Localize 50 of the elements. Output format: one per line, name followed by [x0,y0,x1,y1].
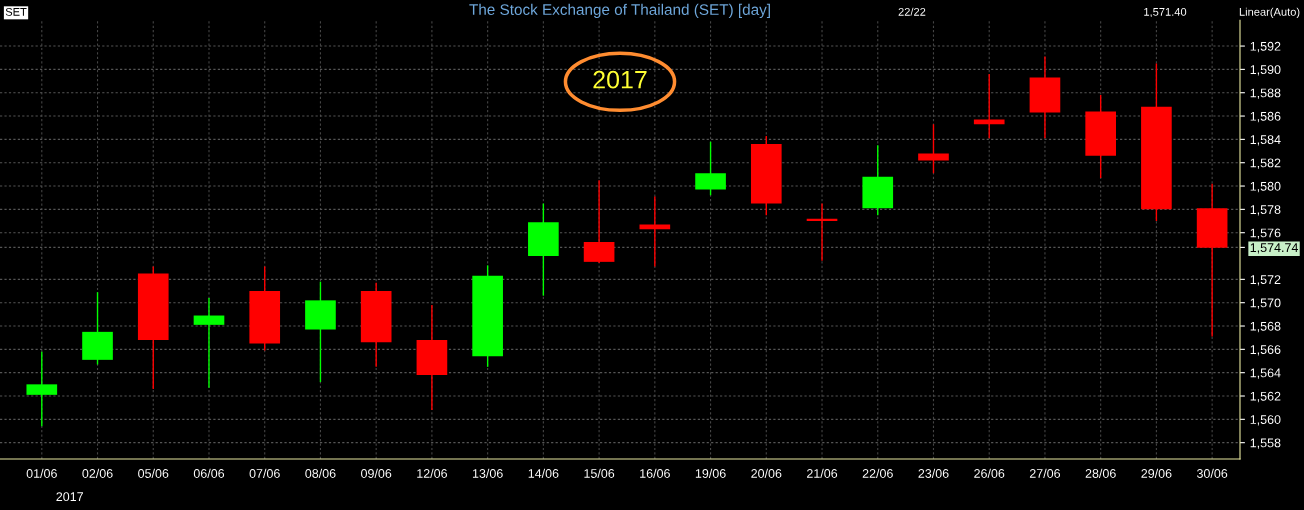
y-tick-label: 1,582 [1250,158,1281,169]
y-tick-label: 1,590 [1250,65,1281,76]
y-tick-label: 1,584 [1250,135,1281,146]
y-tick-label: 1,576 [1250,228,1281,239]
y-tick-label: 1,564 [1250,368,1281,379]
y-tick-label: 1,588 [1250,88,1281,99]
x-tick-label: 23/06 [918,468,949,478]
x-tick-label: 13/06 [472,468,503,478]
candlestick [918,123,949,174]
x-tick-label: 02/06 [82,468,113,478]
y-tick-label: 1,566 [1250,345,1281,356]
x-tick-label: 28/06 [1085,468,1116,478]
candlestick [26,350,58,428]
y-tick-label: 1,558 [1250,438,1281,449]
text: SET [5,7,27,16]
text: 1,571.40 [1144,7,1187,18]
y-tick-label: 1,572 [1250,275,1281,286]
text: 2017 [56,492,83,502]
x-tick-label: 05/06 [138,468,169,478]
x-tick-label: 21/06 [807,468,838,478]
x-tick-label: 19/06 [695,468,726,478]
x-tick-label: 30/06 [1196,468,1228,478]
x-tick-label: 29/06 [1141,468,1172,478]
y-tick-label: 1,570 [1250,298,1281,309]
y-tick-label: 1,592 [1250,41,1281,53]
x-tick-label: 26/06 [974,468,1005,478]
x-tick-label: 27/06 [1029,468,1061,478]
y-tick-label: 1,586 [1250,111,1281,123]
x-tick-label: 14/06 [528,468,559,478]
y-tick-label: 1,562 [1250,391,1281,403]
x-tick-label: 01/06 [26,468,57,478]
x-tick-label: 12/06 [417,468,447,478]
y-tick-label: 1,560 [1250,415,1281,426]
x-tick-label: 20/06 [751,468,782,478]
x-tick-label: 08/06 [305,468,336,478]
x-tick-label: 06/06 [193,468,225,478]
x-tick-label: 09/06 [361,468,392,478]
x-tick-label: 07/06 [249,468,280,478]
y-tick-label: 1,578 [1250,205,1281,216]
x-tick-label: 22/06 [862,468,893,478]
text: 22/22 [898,7,926,16]
y-tick-label: 1,568 [1250,321,1281,333]
candlestick [193,297,225,389]
x-axis-title: 2017 [593,70,647,89]
y-tick-label: 1,574.74 [1250,243,1299,254]
x-tick-label: 16/06 [640,468,670,478]
chart-title: The Stock Exchange of Thailand (SET) [day] [469,3,770,19]
text: Linear(Auto) [1239,7,1300,18]
y-tick-label: 1,580 [1250,181,1281,193]
x-tick-label: 15/06 [584,468,615,478]
